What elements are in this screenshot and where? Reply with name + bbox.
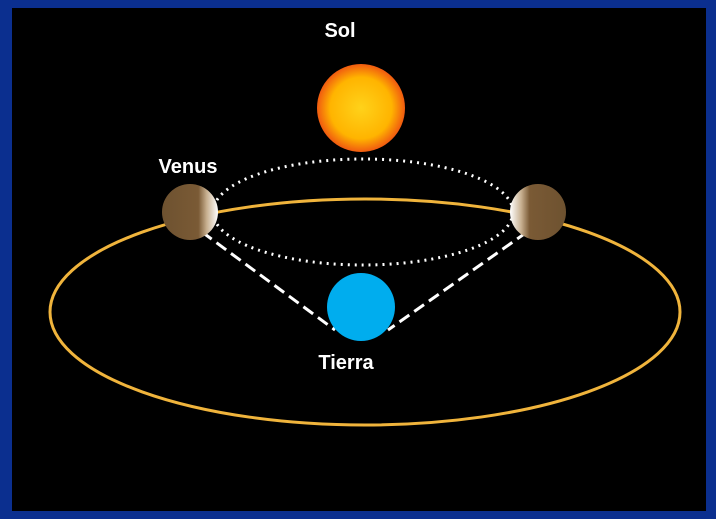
venus-label: Venus bbox=[159, 156, 218, 178]
venus bbox=[162, 184, 218, 240]
earth-label: Tierra bbox=[318, 352, 374, 374]
diagram: Sol Venus Tierra bbox=[0, 0, 716, 519]
sun-label: Sol bbox=[324, 20, 355, 42]
sun bbox=[317, 64, 405, 152]
earth bbox=[327, 273, 395, 341]
venus bbox=[510, 184, 566, 240]
page: Sol Venus Tierra (() => { const data = J… bbox=[0, 0, 716, 519]
